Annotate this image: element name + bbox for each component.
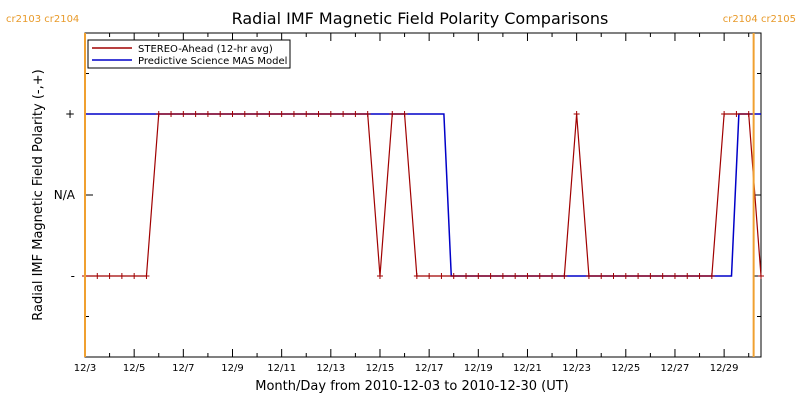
series-model <box>85 113 761 277</box>
x-tick-label: 12/23 <box>562 363 591 374</box>
stereo-point <box>143 273 150 279</box>
y-tick-label: N/A <box>54 188 76 202</box>
stereo-point <box>499 273 506 279</box>
carrington-label-right: cr2104 cr2105 <box>723 14 796 25</box>
stereo-point <box>180 111 187 117</box>
stereo-point <box>721 111 728 117</box>
stereo-point <box>217 111 224 117</box>
stereo-point <box>647 273 654 279</box>
stereo-point <box>278 111 285 117</box>
stereo-point <box>684 273 691 279</box>
stereo-point <box>536 273 543 279</box>
series-stereo <box>82 111 764 279</box>
stereo-point <box>708 273 715 279</box>
stereo-point <box>524 273 531 279</box>
y-axis-label: Radial IMF Magnetic Field Polarity (-,+) <box>31 69 46 320</box>
stereo-point <box>413 273 420 279</box>
x-tick-label: 12/5 <box>123 363 145 374</box>
stereo-point <box>327 111 334 117</box>
stereo-point <box>745 111 752 117</box>
stereo-point <box>426 273 433 279</box>
x-tick-label: 12/3 <box>74 363 96 374</box>
x-tick-label: 12/13 <box>316 363 345 374</box>
stereo-point <box>340 111 347 117</box>
stereo-point <box>635 273 642 279</box>
stereo-point <box>610 273 617 279</box>
stereo-point <box>549 273 556 279</box>
legend-box <box>87 39 291 69</box>
y-tick-label: + <box>65 107 75 121</box>
stereo-point <box>671 273 678 279</box>
stereo-point <box>168 111 175 117</box>
stereo-point <box>561 273 568 279</box>
stereo-point <box>401 111 408 117</box>
stereo-point <box>266 111 273 117</box>
legend-label-model: Predictive Science MAS Model <box>138 56 287 67</box>
model-line <box>85 113 761 277</box>
stereo-point <box>303 111 310 117</box>
stereo-point <box>389 111 396 117</box>
stereo-point <box>622 273 629 279</box>
stereo-point <box>131 273 138 279</box>
stereo-point <box>758 273 764 279</box>
stereo-point <box>155 111 162 117</box>
stereo-point <box>315 111 322 117</box>
x-tick-label: 12/15 <box>366 363 395 374</box>
stereo-point <box>475 273 482 279</box>
stereo-point <box>192 111 199 117</box>
stereo-point <box>487 273 494 279</box>
stereo-point <box>733 111 740 117</box>
x-tick-label: 12/25 <box>611 363 640 374</box>
stereo-point <box>376 273 383 279</box>
x-axis-ticks: 12/3 12/5 12/7 12/9 12/11 12/13 12/15 12/17 12/1… <box>74 33 750 374</box>
plot-frame <box>84 32 762 358</box>
x-tick-label: 12/9 <box>221 363 243 374</box>
stereo-point <box>450 273 457 279</box>
stereo-point <box>598 273 605 279</box>
stereo-point <box>352 111 359 117</box>
stereo-point <box>463 273 470 279</box>
stereo-point <box>204 111 211 117</box>
x-axis-label: Month/Day from 2010-12-03 to 2010-12-30 … <box>255 379 568 394</box>
stereo-point <box>364 111 371 117</box>
stereo-point <box>229 111 236 117</box>
stereo-point <box>241 111 248 117</box>
x-tick-label: 12/21 <box>513 363 542 374</box>
stereo-point <box>106 273 113 279</box>
legend: STEREO-Ahead (12-hr avg) Predictive Scie… <box>87 39 291 69</box>
stereo-point <box>659 273 666 279</box>
carrington-lines <box>84 33 755 357</box>
stereo-point <box>290 111 297 117</box>
stereo-point <box>696 273 703 279</box>
x-tick-label: 12/7 <box>172 363 194 374</box>
x-tick-label: 12/27 <box>661 363 690 374</box>
stereo-point <box>118 273 125 279</box>
carrington-label-left: cr2103 cr2104 <box>6 14 79 25</box>
legend-label-stereo: STEREO-Ahead (12-hr avg) <box>138 44 273 55</box>
stereo-point <box>512 273 519 279</box>
x-tick-label: 12/11 <box>267 363 296 374</box>
stereo-point <box>94 273 101 279</box>
x-tick-label: 12/17 <box>415 363 444 374</box>
stereo-point <box>585 273 592 279</box>
stereo-point <box>573 111 580 117</box>
y-axis-ticks: + N/A - <box>54 73 761 317</box>
x-tick-label: 12/29 <box>710 363 739 374</box>
stereo-point <box>254 111 261 117</box>
stereo-line <box>85 113 762 277</box>
chart-title: Radial IMF Magnetic Field Polarity Compa… <box>232 9 609 28</box>
stereo-point <box>438 273 445 279</box>
x-tick-label: 12/19 <box>464 363 493 374</box>
y-tick-label: - <box>71 269 75 283</box>
